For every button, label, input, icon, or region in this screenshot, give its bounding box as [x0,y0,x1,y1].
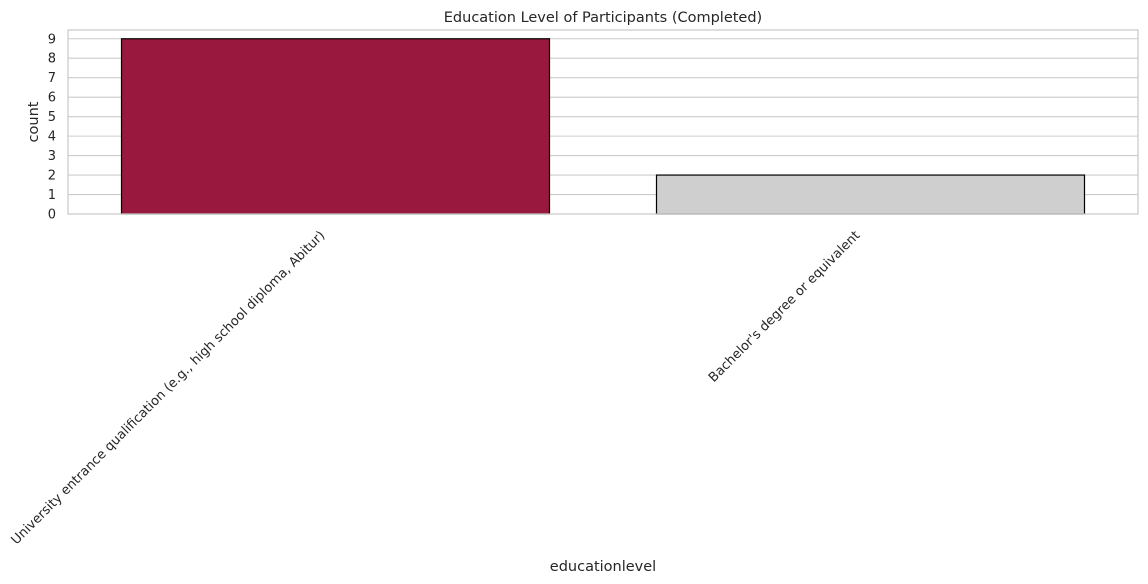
plot-frame [67,29,1139,215]
x-tick-label: University entrance qualification (e.g.,… [9,228,329,548]
chart-title: Education Level of Participants (Complet… [444,10,762,26]
x-axis-label: educationlevel [550,559,656,575]
y-tick-label: 0 [48,208,56,223]
x-tick-labels: University entrance qualification (e.g.,… [9,228,864,548]
y-tick-label: 8 [48,52,56,67]
bar [655,174,1086,215]
bars [120,38,1086,215]
y-tick-label: 7 [48,71,56,86]
y-axis-label: count [26,101,42,142]
y-tick-label: 2 [48,169,56,184]
y-tick-label: 4 [48,130,56,145]
y-tick-label: 9 [48,32,56,47]
y-tick-label: 6 [48,91,56,106]
x-tick-label: Bachelor's degree or equivalent [706,228,863,385]
y-tick-labels: 0 1 2 3 4 5 6 7 8 9 [48,32,56,222]
y-tick-label: 1 [48,188,56,203]
bar [120,38,551,215]
y-tick-label: 5 [48,110,56,125]
y-tick-label: 3 [48,149,56,164]
